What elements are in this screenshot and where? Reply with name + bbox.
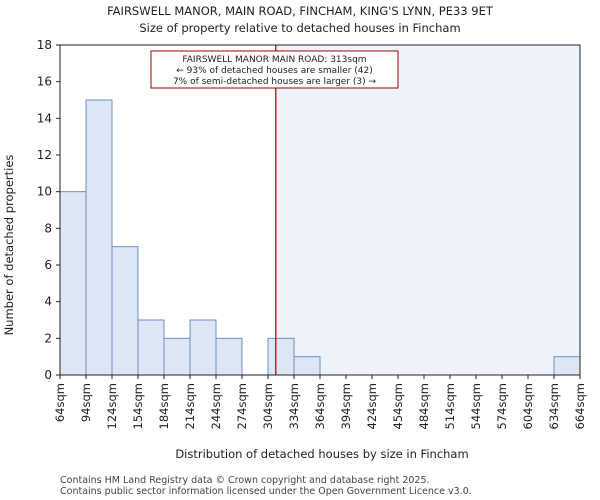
x-tick-label: 514sqm xyxy=(443,383,457,429)
y-tick-label: 8 xyxy=(44,221,52,235)
x-tick-label: 634sqm xyxy=(547,383,561,429)
x-tick-label: 64sqm xyxy=(53,383,67,422)
bar xyxy=(267,337,295,376)
bar xyxy=(137,319,165,376)
x-tick-label: 574sqm xyxy=(495,383,509,429)
bar xyxy=(111,246,139,376)
bar xyxy=(215,337,243,376)
chart-subtitle: Size of property relative to detached ho… xyxy=(139,21,460,35)
x-tick-label: 334sqm xyxy=(287,383,301,429)
x-tick-label: 154sqm xyxy=(131,383,145,429)
y-tick-label: 12 xyxy=(37,148,52,162)
bar xyxy=(85,99,113,376)
y-axis-label: Number of detached properties xyxy=(2,155,16,336)
annotation-line: ← 93% of detached houses are smaller (42… xyxy=(176,66,373,76)
x-tick-label: 454sqm xyxy=(391,383,405,429)
y-tick-label: 18 xyxy=(37,38,52,52)
bar xyxy=(59,191,87,376)
x-tick-label: 424sqm xyxy=(365,383,379,429)
plot-area: 0 2 4 6 8 10 12 14 16 18 64sqm 94sqm 124sqm 154sqm 184… xyxy=(37,38,587,429)
x-tick-label: 544sqm xyxy=(469,383,483,429)
y-tick-label: 0 xyxy=(44,368,52,382)
highlight-region xyxy=(275,45,580,375)
annotation-line: 7% of semi-detached houses are larger (3… xyxy=(173,77,377,87)
x-tick-label: 214sqm xyxy=(183,383,197,429)
x-tick-label: 94sqm xyxy=(79,383,93,422)
x-tick-label: 304sqm xyxy=(261,383,275,429)
chart-title: FAIRSWELL MANOR, MAIN ROAD, FINCHAM, KIN… xyxy=(107,4,494,18)
bar xyxy=(189,319,217,376)
footer-line-1: Contains HM Land Registry data © Crown c… xyxy=(60,475,430,486)
y-tick-label: 4 xyxy=(44,295,52,309)
x-tick-label: 244sqm xyxy=(209,383,223,429)
y-tick-label: 2 xyxy=(44,331,52,345)
x-tick-label: 664sqm xyxy=(573,383,587,429)
x-tick-label: 604sqm xyxy=(521,383,535,429)
x-tick-label: 274sqm xyxy=(235,383,249,429)
y-tick-label: 16 xyxy=(37,75,52,89)
x-tick-label: 394sqm xyxy=(339,383,353,429)
annotation-box xyxy=(150,50,399,89)
y-tick-label: 10 xyxy=(37,185,52,199)
footer-line-2: Contains public sector information licen… xyxy=(60,486,472,497)
y-tick-label: 14 xyxy=(37,111,52,125)
x-tick-label: 124sqm xyxy=(105,383,119,429)
bar xyxy=(293,356,321,376)
bar xyxy=(553,356,581,376)
annotation-line: FAIRSWELL MANOR MAIN ROAD: 313sqm xyxy=(182,55,366,65)
x-axis-label: Distribution of detached houses by size … xyxy=(175,447,468,461)
x-tick-label: 484sqm xyxy=(417,383,431,429)
bar xyxy=(163,337,191,376)
x-tick-label: 364sqm xyxy=(313,383,327,429)
y-tick-label: 6 xyxy=(44,258,52,272)
x-tick-label: 184sqm xyxy=(157,383,171,429)
